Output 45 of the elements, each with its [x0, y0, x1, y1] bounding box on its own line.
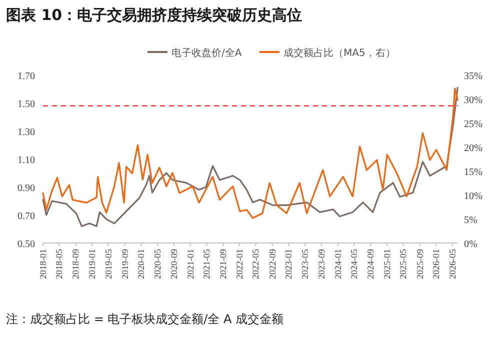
y2-tick-label: 5% [464, 215, 478, 226]
y2-tick-label: 35% [464, 71, 482, 82]
x-tick-label: 2023-01 [284, 249, 294, 279]
x-tick-label: 2019-09 [120, 248, 130, 279]
y2-tick-label: 10% [464, 191, 482, 202]
x-tick-label: 2021-01 [185, 249, 196, 279]
y-tick-label: 1.50 [18, 99, 35, 110]
x-tick-label: 2026-01 [431, 249, 442, 279]
y2-tick-label: 15% [464, 167, 482, 178]
y-tick-label: 0.90 [18, 183, 35, 194]
x-tick-label: 2026-05 [447, 248, 458, 279]
y2-tick-label: 0% [464, 239, 478, 250]
y2-tick-label: 25% [464, 119, 482, 130]
x-tick-label: 2023-09 [316, 248, 326, 279]
x-tick-label: 2025-01 [382, 249, 392, 279]
x-tick-label: 2019-01 [87, 249, 98, 279]
x-tick-label: 2025-05 [398, 248, 408, 279]
text: 注：成交额占比 = 电子板块成交金额/全 A 成交金额 [6, 312, 284, 326]
x-tick-label: 2023-05 [300, 248, 310, 279]
x-tick-label: 2020-05 [152, 248, 163, 279]
y2-tick-label: 20% [464, 143, 482, 154]
x-tick-label: 2022-05 [250, 248, 261, 279]
chart-title: 图表 10：电子交易拥挤度持续突破历史高位 [6, 6, 302, 24]
x-tick-label: 2020-01 [136, 249, 146, 279]
x-tick-label: 2019-05 [103, 248, 114, 279]
x-tick-label: 2024-01 [332, 249, 343, 279]
x-tick-label: 2018-09 [70, 248, 81, 279]
y-tick-label: 1.70 [18, 71, 35, 82]
y-tick-label: 0.70 [18, 211, 35, 222]
y-tick-label: 1.10 [18, 155, 35, 166]
x-tick-label: 2022-09 [267, 248, 278, 279]
x-tick-label: 2024-05 [349, 248, 360, 279]
y2-tick-label: 30% [464, 95, 482, 106]
legend-label: 电子收盘价/全A [172, 47, 242, 59]
x-tick-label: 2021-05 [202, 248, 212, 279]
x-tick-label: 2018-05 [54, 248, 64, 279]
x-tick-label: 2018-01 [38, 249, 48, 279]
legend-label: 成交额占比（MA5，右） [284, 47, 396, 59]
x-tick-label: 2021-09 [218, 248, 228, 279]
y-tick-label: 1.30 [18, 127, 35, 138]
x-tick-label: 2022-01 [234, 249, 245, 279]
x-tick-label: 2025-09 [414, 248, 425, 279]
x-tick-label: 2020-09 [169, 248, 180, 279]
y-tick-label: 0.50 [18, 239, 35, 250]
x-tick-label: 2024-09 [366, 248, 376, 279]
